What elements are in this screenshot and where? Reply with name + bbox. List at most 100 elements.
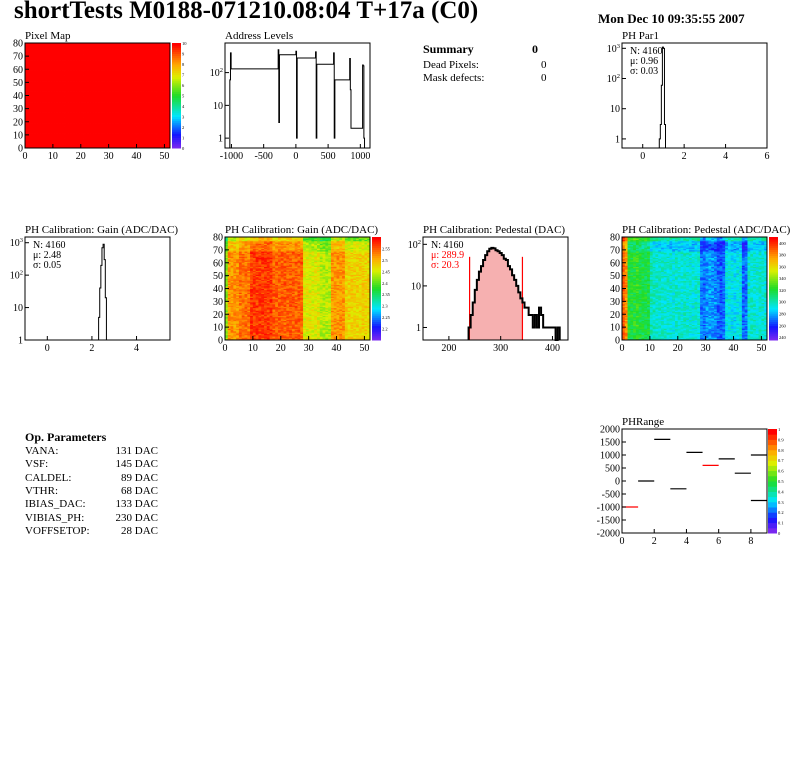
heatmap-cell — [164, 112, 168, 115]
heatmap-cell — [89, 134, 93, 137]
heatmap-cell — [105, 87, 110, 90]
heatmap-cell — [86, 141, 90, 144]
heatmap-cell — [153, 100, 157, 103]
heatmap-cell — [66, 90, 71, 92]
heatmap-cell — [89, 87, 93, 90]
heatmap-cell — [38, 120, 43, 123]
heatmap-cell — [153, 115, 157, 117]
heatmap-cell — [130, 58, 135, 61]
heatmap-cell — [122, 82, 126, 85]
heatmap-cell — [47, 98, 51, 100]
heatmap-cell — [72, 44, 76, 47]
heatmap-cell — [122, 60, 126, 62]
heatmap-cell — [236, 312, 240, 315]
heatmap-cell — [147, 83, 151, 86]
heatmap-cell — [122, 113, 126, 116]
heatmap-cell — [89, 50, 93, 53]
heatmap-cell — [167, 86, 171, 89]
heatmap-cell — [158, 65, 163, 68]
heatmap-cell — [27, 121, 31, 124]
heatmap-cell — [230, 300, 234, 302]
heatmap-cell — [144, 117, 149, 120]
heatmap-cell — [30, 98, 34, 100]
heatmap-cell — [164, 78, 168, 81]
heatmap-cell — [77, 107, 82, 110]
heatmap-cell — [130, 108, 135, 111]
heatmap-cell — [36, 78, 40, 81]
heatmap-cell — [50, 109, 54, 112]
heatmap-cell — [230, 327, 234, 329]
heatmap-cell — [100, 64, 104, 66]
heatmap-cell — [158, 130, 163, 133]
heatmap-cell — [47, 91, 51, 94]
heatmap-cell — [227, 292, 231, 295]
heatmap-cell — [117, 92, 121, 95]
heatmap-cell — [136, 98, 140, 100]
heatmap-cell — [33, 127, 37, 129]
heatmap-cell — [58, 71, 62, 74]
heatmap-cell — [77, 61, 82, 64]
heatmap-cell — [30, 136, 34, 138]
heatmap-cell — [144, 107, 149, 110]
heatmap-cell — [97, 138, 101, 141]
heatmap-cell — [94, 113, 98, 116]
heatmap-cell — [33, 137, 37, 140]
heatmap-cell — [105, 60, 110, 62]
heatmap-cell — [55, 49, 59, 52]
heatmap-cell — [233, 301, 237, 304]
heatmap-cell — [167, 94, 171, 96]
heatmap-cell — [108, 145, 112, 148]
heatmap-cell — [142, 125, 146, 128]
heatmap-cell — [147, 71, 151, 74]
heatmap-cell — [103, 61, 107, 64]
heatmap-cell — [52, 49, 57, 52]
heatmap-cell — [100, 94, 104, 96]
heatmap-cell — [108, 129, 112, 132]
heatmap-cell — [25, 58, 29, 61]
heatmap-cell — [89, 137, 93, 140]
heatmap-cell — [122, 127, 126, 129]
heatmap-cell — [89, 103, 93, 106]
heatmap-cell — [66, 66, 71, 69]
heatmap-cell — [50, 95, 54, 98]
summary-title: Summary — [423, 42, 474, 56]
heatmap-cell — [158, 141, 163, 144]
heatmap-cell — [158, 107, 163, 110]
heatmap-cell — [144, 87, 149, 90]
heatmap-cell — [133, 113, 137, 116]
heatmap-cell — [86, 94, 90, 96]
heatmap-cell — [142, 81, 146, 83]
heatmap-cell — [33, 133, 37, 136]
heatmap-cell — [111, 133, 115, 136]
heatmap-cell — [161, 74, 165, 77]
heatmap-cell — [27, 95, 31, 98]
heatmap-cell — [36, 102, 40, 104]
heatmap-cell — [156, 124, 160, 127]
heatmap-cell — [77, 124, 82, 127]
heatmap-cell — [233, 274, 237, 277]
heatmap-cell — [241, 242, 245, 244]
heatmap-cell — [47, 65, 51, 68]
heatmap-cell — [77, 71, 82, 74]
heatmap-cell — [233, 332, 237, 334]
heatmap-cell — [150, 128, 154, 131]
heatmap-cell — [147, 92, 151, 95]
heatmap-cell — [233, 265, 237, 268]
heatmap-cell — [75, 81, 79, 83]
heatmap-cell — [83, 94, 87, 96]
heatmap-cell — [100, 65, 104, 68]
heatmap-cell — [153, 74, 157, 77]
heatmap-cell — [36, 125, 40, 128]
heatmap-cell — [33, 145, 37, 148]
heatmap-cell — [139, 78, 143, 81]
heatmap-cell — [125, 96, 129, 99]
heatmap-cell — [91, 71, 96, 74]
heatmap-cell — [55, 78, 59, 81]
heatmap-cell — [64, 87, 68, 90]
heatmap-cell — [83, 73, 87, 75]
heatmap-cell — [47, 121, 51, 124]
heatmap-cell — [130, 115, 135, 117]
heatmap-cell — [47, 141, 51, 144]
heatmap-cell — [100, 87, 104, 90]
heatmap-cell — [236, 318, 240, 320]
